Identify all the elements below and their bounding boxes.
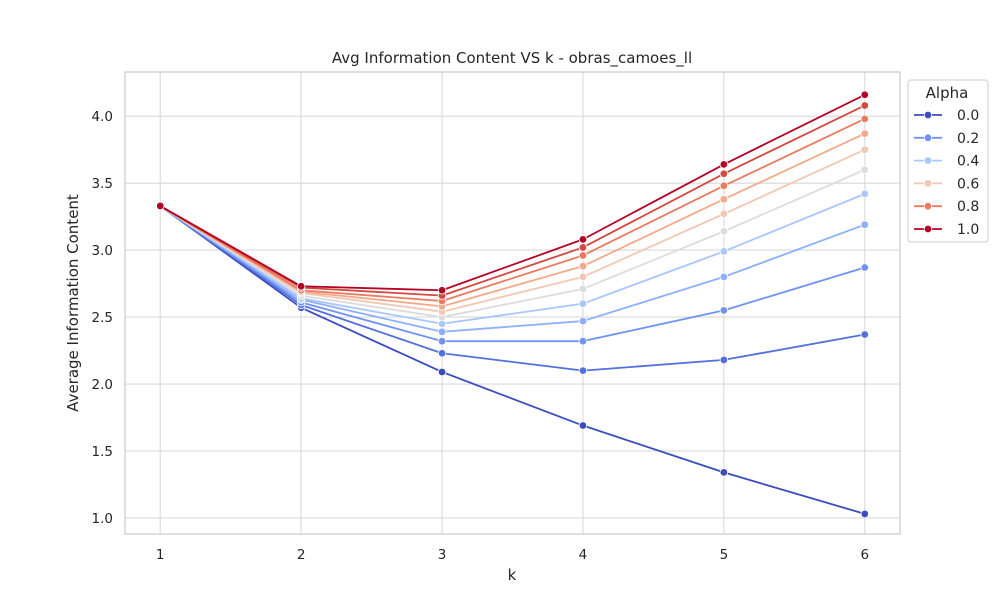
data-point [719, 227, 729, 236]
legend-marker [923, 201, 933, 211]
data-point [156, 201, 165, 211]
series-alpha-0-5 [156, 165, 869, 322]
data-point [719, 181, 729, 191]
data-point [719, 169, 729, 178]
y-tick-label: 4.0 [92, 109, 113, 125]
series-line [159, 193, 866, 325]
legend-marker [923, 179, 933, 188]
data-point [719, 355, 729, 365]
data-point [860, 263, 869, 272]
data-point [578, 261, 588, 271]
chart-title: Avg Information Content VS k - obras_cam… [332, 49, 692, 68]
x-tick-label: 1 [156, 547, 165, 563]
series-line [159, 148, 866, 313]
x-tick-label: 6 [860, 547, 869, 563]
data-point [860, 145, 869, 154]
x-axis-label: k [508, 566, 517, 584]
data-point [578, 251, 588, 260]
x-tick-label: 3 [438, 547, 447, 563]
data-point [860, 165, 869, 174]
legend-marker [923, 156, 933, 165]
data-point [578, 284, 588, 294]
legend-entry: 0.0 [914, 108, 979, 124]
y-tick-label: 3.0 [92, 243, 113, 259]
legend-label: 0.0 [957, 108, 979, 124]
data-point [578, 299, 588, 308]
data-point [578, 316, 588, 326]
series-line [159, 104, 866, 297]
y-tick-label: 1.5 [92, 444, 113, 460]
series-line [159, 168, 866, 318]
data-point [719, 160, 729, 169]
legend-entry: 0.8 [914, 199, 979, 215]
legend-entry: 0.6 [914, 176, 979, 192]
legend-label: 0.2 [957, 131, 979, 147]
legend-marker [923, 133, 933, 142]
series-lines [156, 90, 869, 519]
series-line [159, 205, 866, 343]
data-point [578, 421, 588, 430]
y-tick-label: 2.0 [92, 377, 113, 393]
data-point [578, 272, 588, 282]
data-point [437, 349, 447, 358]
data-point [437, 336, 447, 346]
data-point [578, 366, 588, 375]
y-axis-label: Average Information Content [64, 194, 82, 412]
y-tick-labels: 1.0 1.5 2.0 2.5 3.0 3.5 4.0 [92, 109, 113, 527]
series-line [159, 205, 866, 333]
data-point [578, 243, 588, 252]
data-point [719, 306, 729, 315]
data-point [437, 327, 447, 336]
x-tick-label: 5 [720, 547, 729, 563]
y-tick-label: 3.5 [92, 176, 113, 192]
legend-marker [923, 224, 933, 234]
legend-box [907, 79, 989, 243]
legend: Alpha 0.0 0.2 0.4 0.6 0.8 1.0 [907, 79, 989, 243]
legend-label: 0.6 [957, 176, 979, 192]
series-line [159, 205, 866, 515]
data-point [578, 336, 588, 346]
data-point [860, 90, 869, 99]
x-tick-label: 4 [579, 547, 588, 563]
data-point [437, 286, 447, 295]
legend-entry: 0.4 [914, 154, 979, 170]
legend-label: 0.8 [957, 199, 979, 215]
data-point [578, 235, 588, 244]
plot-frame [124, 71, 901, 535]
data-point [437, 367, 447, 377]
data-point [860, 220, 869, 229]
data-point [860, 330, 869, 339]
legend-entry: 0.2 [914, 131, 979, 147]
y-tick-label: 2.5 [92, 310, 113, 326]
y-tick-label: 1.0 [92, 511, 113, 527]
legend-label: 0.4 [957, 154, 979, 170]
data-point [719, 468, 729, 477]
series-line [159, 93, 866, 292]
legend-entries: 0.0 0.2 0.4 0.6 0.8 1.0 [914, 108, 979, 238]
legend-title: Alpha [926, 84, 969, 102]
data-point [860, 509, 869, 519]
legend-entry: 1.0 [914, 222, 979, 238]
series-line [159, 132, 866, 308]
legend-label: 1.0 [957, 222, 979, 238]
x-tick-label: 2 [297, 547, 306, 563]
data-point [860, 114, 869, 124]
data-point [719, 272, 729, 282]
data-point [860, 129, 869, 138]
data-point [860, 189, 869, 199]
legend-marker [923, 110, 933, 120]
series-line [159, 118, 866, 302]
series-alpha-1 [156, 90, 869, 295]
data-point [296, 282, 306, 291]
data-point [719, 247, 729, 256]
series-line [159, 205, 865, 372]
data-point [719, 209, 729, 219]
data-point [719, 195, 729, 204]
data-point [860, 101, 869, 110]
x-tick-labels: 1 2 3 4 5 6 [156, 547, 869, 563]
